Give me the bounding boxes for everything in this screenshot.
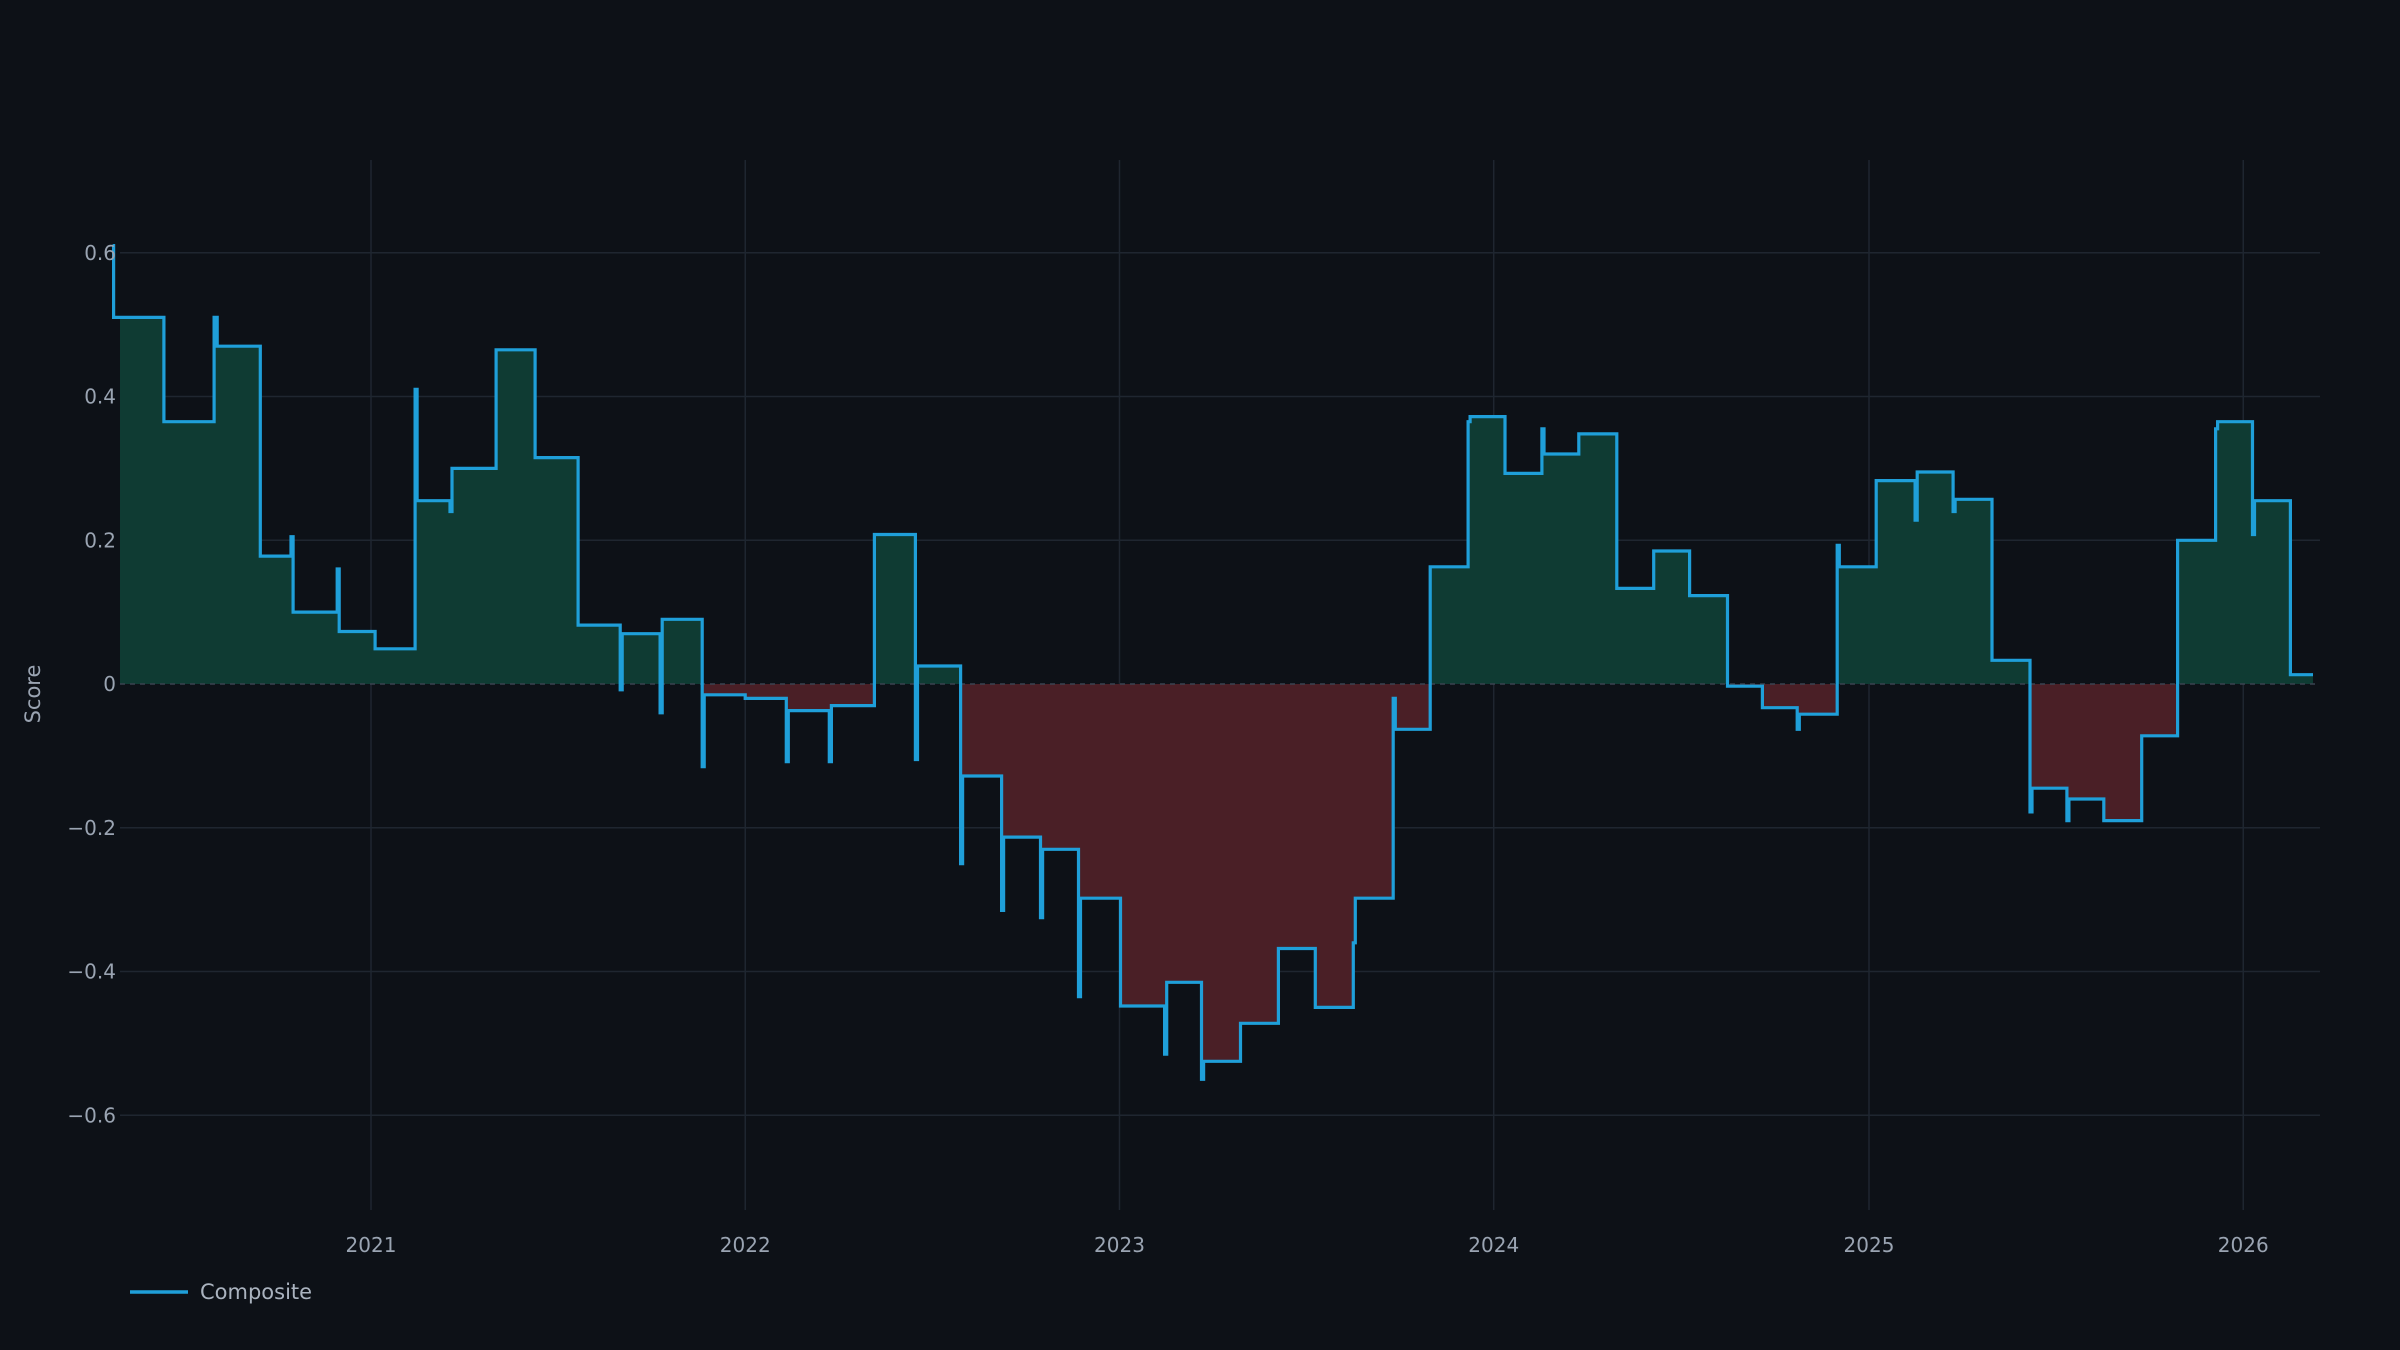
x-tick-label: 2021 <box>346 1233 397 1257</box>
x-axis: 2021 2022 2023 2024 2025 2026 <box>346 1233 2269 1257</box>
y-axis-title: Score <box>21 665 45 724</box>
negative-area <box>120 684 2313 1080</box>
y-tick-label: −0.6 <box>67 1103 116 1127</box>
x-tick-label: 2022 <box>720 1233 771 1257</box>
y-tick-label: 0.6 <box>84 241 116 265</box>
y-tick-label: −0.2 <box>67 816 116 840</box>
area-fill <box>120 317 2313 1080</box>
x-tick-label: 2023 <box>1094 1233 1145 1257</box>
legend-label: Composite <box>200 1280 312 1304</box>
positive-area <box>120 317 2313 684</box>
x-tick-label: 2025 <box>1844 1233 1895 1257</box>
y-tick-label: −0.4 <box>67 960 116 984</box>
composite-series-line <box>112 244 2313 1081</box>
y-tick-label: 0.4 <box>84 385 116 409</box>
x-tick-label: 2026 <box>2218 1233 2269 1257</box>
y-tick-label: 0.2 <box>84 528 116 552</box>
series-line <box>112 244 2313 1081</box>
y-axis: 0.6 0.4 0.2 0 −0.2 −0.4 −0.6 <box>67 241 116 1128</box>
x-tick-label: 2024 <box>1468 1233 1519 1257</box>
legend: Composite <box>130 1280 312 1304</box>
y-tick-label: 0 <box>103 672 116 696</box>
